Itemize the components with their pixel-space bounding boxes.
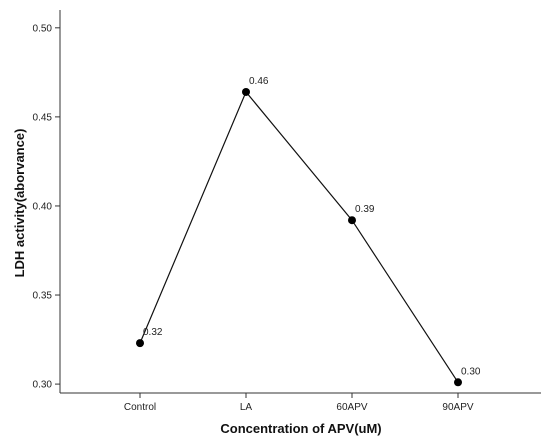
axes [59,10,541,394]
data-label: 0.32 [143,327,163,338]
y-ticks: 0.30 0.35 0.40 0.45 0.50 [33,23,60,391]
series-line [139,90,459,383]
data-label: 0.30 [461,366,481,377]
y-tick-label: 0.30 [33,380,53,391]
y-tick-label: 0.50 [33,23,53,34]
data-point [454,378,462,387]
y-tick-label: 0.35 [33,291,53,302]
data-label: 0.46 [249,76,269,87]
x-tick-label: 60APV [336,402,367,413]
y-axis-title: LDH activity(aborvance) [12,129,27,278]
data-label: 0.39 [355,204,375,215]
data-point [242,87,250,96]
series-layer [136,87,462,387]
x-tick-label: Control [124,402,156,413]
x-axis-title: Concentration of APV(uM) [220,421,381,436]
y-tick-label: 0.40 [33,201,53,212]
x-ticks: Control LA 60APV 90APV [124,393,474,413]
data-point [136,339,144,348]
x-tick-label: 90APV [442,402,473,413]
y-tick-label: 0.45 [33,112,53,123]
data-point [348,216,356,225]
data-labels: 0.32 0.46 0.39 0.30 [143,76,481,377]
x-tick-label: LA [240,402,253,413]
